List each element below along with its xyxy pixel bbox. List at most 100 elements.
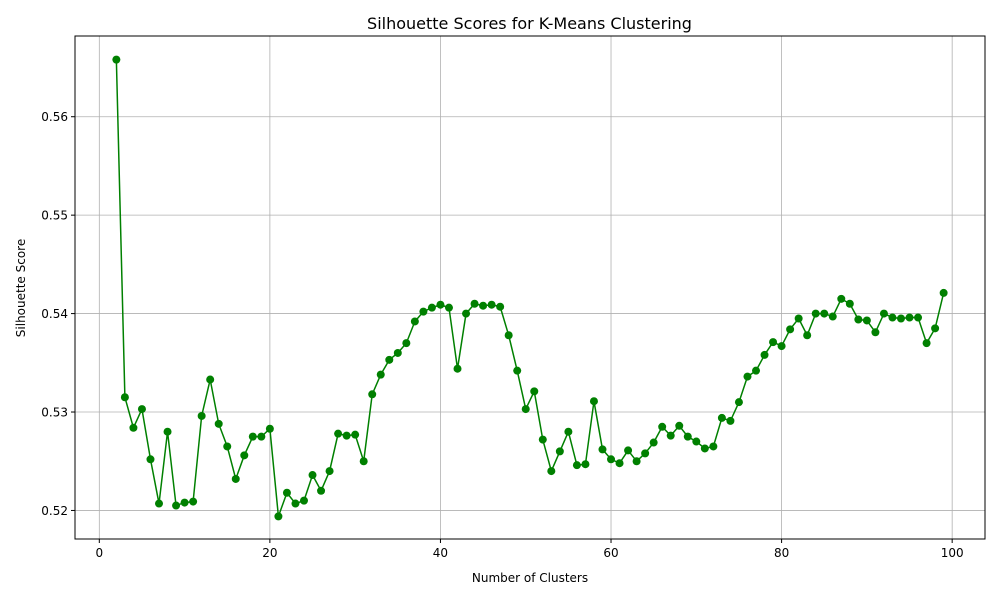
data-point	[769, 338, 778, 347]
data-point	[317, 486, 326, 495]
data-point	[641, 449, 650, 458]
data-point	[325, 467, 334, 476]
data-point	[453, 364, 462, 373]
data-point	[146, 455, 155, 464]
x-tick-label: 20	[262, 546, 277, 560]
data-point	[214, 419, 223, 428]
data-point	[436, 300, 445, 309]
data-point	[308, 471, 317, 480]
data-point	[334, 429, 343, 438]
data-point	[572, 461, 581, 470]
data-point	[692, 437, 701, 446]
data-point	[197, 411, 206, 420]
data-point	[879, 309, 888, 318]
data-point	[931, 324, 940, 333]
data-point	[581, 460, 590, 469]
data-point	[265, 424, 274, 433]
y-tick-label: 0.53	[41, 406, 68, 420]
data-point	[359, 457, 368, 466]
data-point	[530, 387, 539, 396]
data-point	[444, 303, 453, 312]
y-tick-label: 0.52	[41, 504, 68, 518]
data-point	[427, 303, 436, 312]
data-point	[803, 331, 812, 340]
y-axis-ticks: 0.52 0.53 0.54 0.55 0.56	[41, 110, 75, 518]
data-point	[189, 497, 198, 506]
x-tick-label: 80	[774, 546, 789, 560]
x-axis-ticks: 0 20 40 60 80 100	[95, 539, 964, 560]
x-tick-label: 100	[941, 546, 964, 560]
data-point	[709, 442, 718, 451]
series-line	[115, 59, 945, 517]
data-point	[172, 501, 181, 510]
data-point	[163, 427, 172, 436]
data-point	[837, 294, 846, 303]
plot-frame	[74, 35, 986, 540]
data-point	[743, 372, 752, 381]
data-point	[257, 432, 266, 441]
x-tick-label: 0	[95, 546, 103, 560]
data-point	[137, 405, 146, 414]
data-point	[828, 312, 837, 321]
data-point	[794, 314, 803, 323]
data-point	[120, 393, 129, 402]
data-point	[496, 302, 505, 311]
data-point	[666, 431, 675, 440]
data-point	[939, 288, 948, 297]
data-point	[291, 499, 300, 508]
x-axis-label: Number of Clusters	[472, 571, 588, 585]
data-point	[555, 447, 564, 456]
data-point	[376, 370, 385, 379]
x-tick-label: 40	[433, 546, 448, 560]
data-point	[282, 488, 291, 497]
data-point	[342, 431, 351, 440]
data-point	[274, 512, 283, 521]
data-point	[589, 397, 598, 406]
data-point	[419, 307, 428, 316]
data-point	[922, 339, 931, 348]
y-axis-label: Silhouette Score	[14, 239, 28, 337]
data-point	[777, 342, 786, 351]
data-point	[513, 366, 522, 375]
data-point	[521, 405, 530, 414]
grid-lines	[75, 36, 985, 539]
data-point	[462, 309, 471, 318]
data-point	[726, 416, 735, 425]
y-tick-label: 0.55	[41, 209, 68, 223]
data-point	[914, 313, 923, 322]
data-point	[871, 328, 880, 337]
data-point	[223, 442, 232, 451]
data-point	[811, 309, 820, 318]
data-point	[410, 317, 419, 326]
data-point	[700, 444, 709, 453]
y-tick-label: 0.54	[41, 307, 68, 321]
y-tick-label: 0.56	[41, 110, 68, 124]
data-point	[112, 55, 121, 64]
data-point	[734, 398, 743, 407]
data-point	[206, 375, 215, 384]
data-point	[896, 314, 905, 323]
data-point	[598, 445, 607, 454]
data-point	[240, 451, 249, 460]
data-point	[368, 390, 377, 399]
data-point	[786, 325, 795, 334]
data-point	[760, 350, 769, 359]
data-point	[854, 315, 863, 324]
data-point	[538, 435, 547, 444]
data-point	[845, 299, 854, 308]
data-point	[393, 348, 402, 357]
data-point	[129, 423, 138, 432]
data-point	[180, 498, 189, 507]
data-point	[658, 422, 667, 431]
data-point	[905, 313, 914, 322]
x-tick-label: 60	[603, 546, 618, 560]
series-group	[112, 55, 948, 521]
data-point	[470, 299, 479, 308]
data-point	[752, 366, 761, 375]
data-point	[351, 430, 360, 439]
data-point	[487, 300, 496, 309]
data-point	[547, 467, 556, 476]
data-point	[624, 446, 633, 455]
data-point	[607, 455, 616, 464]
